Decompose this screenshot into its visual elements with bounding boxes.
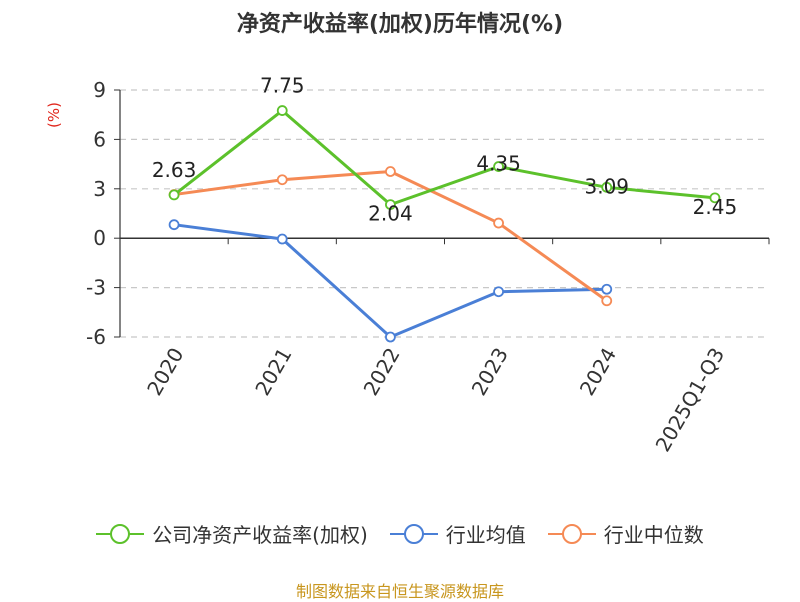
data-point-s1-3[interactable]: [493, 286, 504, 298]
data-point-s0-1[interactable]: [276, 105, 288, 116]
y-tick-label: -6: [86, 325, 106, 349]
data-point-s0-4[interactable]: [601, 181, 613, 193]
line-chart: -6 -3 0 3 6 9 2020 2021 2022 2023 2024 2025Q1-Q3 2.…: [86, 74, 770, 456]
y-tick-label: 6: [93, 127, 106, 151]
data-label-4: 3.09: [584, 174, 629, 198]
data-point-s1-4[interactable]: [601, 283, 613, 295]
y-tick-label: 3: [93, 177, 106, 201]
data-point-s2-3[interactable]: [493, 217, 504, 229]
series-line-2: [173, 170, 608, 302]
legend-label-industry-mean: 行业均值: [445, 523, 526, 547]
legend-item-industry-median[interactable]: 行业中位数: [547, 519, 704, 548]
legend-swatch-company-roe: [96, 523, 145, 544]
data-point-s0-3[interactable]: [493, 161, 504, 172]
data-point-s2-4[interactable]: [601, 295, 613, 307]
x-tick-label-2: 2022: [359, 344, 405, 400]
x-tick-label-0: 2020: [142, 344, 188, 400]
data-point-s0-2[interactable]: [385, 199, 396, 211]
legend-swatch-industry-mean: [389, 523, 438, 544]
data-point-s2-1[interactable]: [276, 174, 288, 186]
series-line-1: [173, 223, 607, 339]
legend-item-company-roe[interactable]: 公司净资产收益率(加权): [96, 519, 368, 548]
chart-title: 净资产收益率(加权)历年情况(%): [236, 12, 564, 37]
legend: 公司净资产收益率(加权) 行业均值 行业中位数: [0, 519, 800, 548]
x-tick-label-4: 2024: [575, 344, 621, 400]
data-label-2: 2.04: [368, 202, 413, 226]
data-point-s1-2[interactable]: [385, 331, 396, 343]
series-lines: [168, 105, 721, 343]
y-tick-label: 0: [93, 226, 106, 250]
y-tick-label: 9: [93, 78, 106, 102]
grid-lines: [120, 89, 769, 338]
data-label-0: 2.63: [152, 158, 197, 182]
x-tick-label-1: 2021: [250, 344, 296, 400]
legend-label-industry-median: 行业中位数: [603, 523, 704, 547]
legend-label-company-roe: 公司净资产收益率(加权): [152, 523, 368, 547]
data-label-3: 4.35: [476, 152, 521, 176]
data-point-s0-0[interactable]: [168, 189, 180, 201]
data-point-s2-2[interactable]: [385, 166, 396, 177]
data-point-s0-5[interactable]: [709, 192, 721, 204]
x-tick-label-5: 2025Q1-Q3: [651, 344, 730, 456]
data-point-s1-1[interactable]: [276, 233, 288, 245]
y-tick-label: -3: [86, 276, 106, 300]
legend-swatch-industry-median: [547, 523, 596, 544]
series-line-0: [173, 109, 716, 207]
x-tick-label-3: 2023: [467, 344, 513, 400]
data-label-5: 2.45: [693, 195, 738, 219]
data-label-1: 7.75: [260, 74, 305, 98]
data-point-s1-0[interactable]: [168, 219, 180, 231]
data-labels: 2.63 7.75 2.04 4.35 3.09 2.45: [152, 74, 737, 226]
axes: -6 -3 0 3 6 9 2020 2021 2022 2023 2024 2025Q1-Q3: [86, 78, 770, 456]
legend-item-industry-mean[interactable]: 行业均值: [389, 519, 526, 548]
data-source-note: 制图数据来自恒生聚源数据库: [295, 582, 504, 601]
